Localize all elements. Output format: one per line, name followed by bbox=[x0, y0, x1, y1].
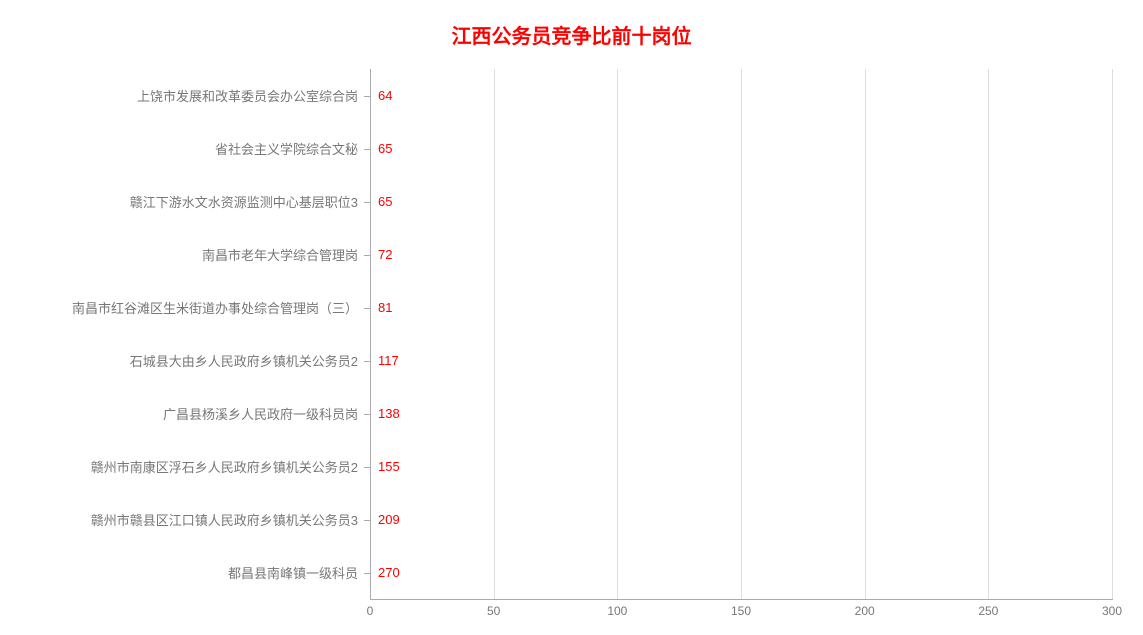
y-tick bbox=[364, 414, 370, 415]
gridline bbox=[617, 69, 618, 599]
x-tick-label: 0 bbox=[367, 604, 374, 618]
value-label: 117 bbox=[378, 353, 399, 368]
category-label: 都昌县南峰镇一级科员 bbox=[28, 563, 358, 582]
y-tick bbox=[364, 308, 370, 309]
category-label: 省社会主义学院综合文秘 bbox=[28, 139, 358, 158]
category-label: 赣江下游水文水资源监测中心基层职位3 bbox=[28, 192, 358, 211]
bar-row: 上饶市发展和改革委员会办公室综合岗64 bbox=[370, 69, 392, 122]
chart-container: 江西公务员竞争比前十岗位 050100150200250300上饶市发展和改革委… bbox=[30, 20, 1113, 600]
gridline bbox=[494, 69, 495, 599]
bar-row: 赣江下游水文水资源监测中心基层职位365 bbox=[370, 175, 392, 228]
category-label: 上饶市发展和改革委员会办公室综合岗 bbox=[28, 86, 358, 105]
bar-row: 赣州市南康区浮石乡人民政府乡镇机关公务员2155 bbox=[370, 440, 400, 493]
x-tick-label: 300 bbox=[1102, 604, 1122, 618]
gridline bbox=[865, 69, 866, 599]
value-label: 72 bbox=[378, 247, 392, 262]
y-tick bbox=[364, 520, 370, 521]
bar-row: 省社会主义学院综合文秘65 bbox=[370, 122, 392, 175]
bar-row: 南昌市老年大学综合管理岗72 bbox=[370, 228, 392, 281]
gridline bbox=[741, 69, 742, 599]
chart-title: 江西公务员竞争比前十岗位 bbox=[30, 20, 1113, 49]
x-tick-label: 50 bbox=[487, 604, 500, 618]
gridline bbox=[988, 69, 989, 599]
bar-row: 都昌县南峰镇一级科员270 bbox=[370, 546, 400, 599]
value-label: 209 bbox=[378, 512, 400, 527]
y-tick bbox=[364, 202, 370, 203]
value-label: 81 bbox=[378, 300, 392, 315]
bar-row: 南昌市红谷滩区生米街道办事处综合管理岗（三）81 bbox=[370, 281, 392, 334]
bar-row: 广昌县杨溪乡人民政府一级科员岗138 bbox=[370, 387, 400, 440]
y-tick bbox=[364, 96, 370, 97]
x-tick-label: 150 bbox=[731, 604, 751, 618]
plot-area: 050100150200250300上饶市发展和改革委员会办公室综合岗64省社会… bbox=[370, 69, 1113, 600]
category-label: 赣州市赣县区江口镇人民政府乡镇机关公务员3 bbox=[28, 510, 358, 529]
y-tick bbox=[364, 573, 370, 574]
y-tick bbox=[364, 255, 370, 256]
gridline bbox=[1112, 69, 1113, 599]
value-label: 65 bbox=[378, 194, 392, 209]
value-label: 65 bbox=[378, 141, 392, 156]
y-tick bbox=[364, 467, 370, 468]
category-label: 南昌市老年大学综合管理岗 bbox=[28, 245, 358, 264]
x-tick-label: 250 bbox=[978, 604, 998, 618]
value-label: 155 bbox=[378, 459, 400, 474]
bar-row: 赣州市赣县区江口镇人民政府乡镇机关公务员3209 bbox=[370, 493, 400, 546]
category-label: 南昌市红谷滩区生米街道办事处综合管理岗（三） bbox=[28, 298, 358, 317]
bar-row: 石城县大由乡人民政府乡镇机关公务员2117 bbox=[370, 334, 399, 387]
category-label: 石城县大由乡人民政府乡镇机关公务员2 bbox=[28, 351, 358, 370]
x-tick-label: 200 bbox=[855, 604, 875, 618]
y-tick bbox=[364, 361, 370, 362]
category-label: 广昌县杨溪乡人民政府一级科员岗 bbox=[28, 404, 358, 423]
x-tick-label: 100 bbox=[607, 604, 627, 618]
category-label: 赣州市南康区浮石乡人民政府乡镇机关公务员2 bbox=[28, 457, 358, 476]
value-label: 270 bbox=[378, 565, 400, 580]
y-tick bbox=[364, 149, 370, 150]
value-label: 138 bbox=[378, 406, 400, 421]
value-label: 64 bbox=[378, 88, 392, 103]
